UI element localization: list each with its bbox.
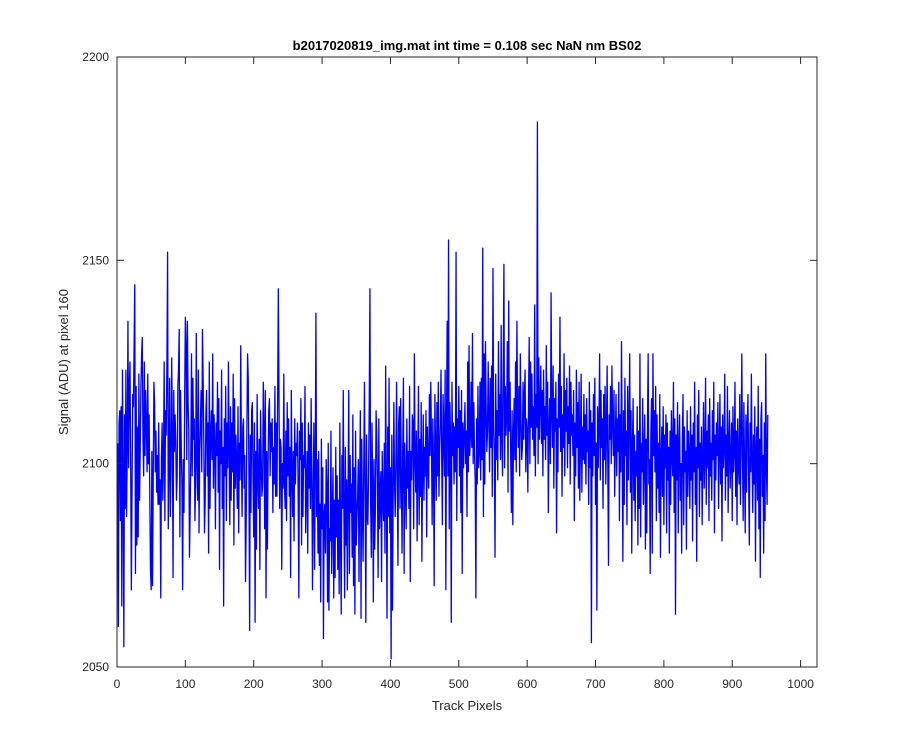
x-ticks: 0 100 200 300 400 500 600 700 800 900 1000	[114, 57, 814, 691]
x-tick-label-900: 900	[722, 677, 742, 691]
y-tick-label-2150: 2150	[82, 253, 109, 267]
y-axis-label: Signal (ADU) at pixel 160	[56, 289, 71, 435]
x-tick-label-300: 300	[312, 677, 332, 691]
x-tick-label-200: 200	[244, 677, 264, 691]
y-tick-label-2100: 2100	[82, 457, 109, 471]
x-tick-label-700: 700	[586, 677, 606, 691]
y-tick-label-2050: 2050	[82, 660, 109, 674]
x-tick-label-800: 800	[654, 677, 674, 691]
y-tick-label-2200: 2200	[82, 50, 109, 64]
x-tick-label-600: 600	[517, 677, 537, 691]
plot-area	[117, 57, 817, 667]
series-line-0	[117, 121, 769, 660]
x-tick-label-0: 0	[114, 677, 121, 691]
x-tick-label-500: 500	[449, 677, 469, 691]
x-axis-label: Track Pixels	[432, 698, 503, 713]
series-layer	[117, 121, 769, 660]
x-tick-label-100: 100	[175, 677, 195, 691]
y-ticks: 2050 2100 2150 2200	[82, 50, 817, 674]
x-tick-label-1000: 1000	[787, 677, 814, 691]
chart-title: b2017020819_img.mat int time = 0.108 sec…	[293, 38, 642, 53]
x-tick-label-400: 400	[380, 677, 400, 691]
axes-box	[116, 56, 818, 668]
